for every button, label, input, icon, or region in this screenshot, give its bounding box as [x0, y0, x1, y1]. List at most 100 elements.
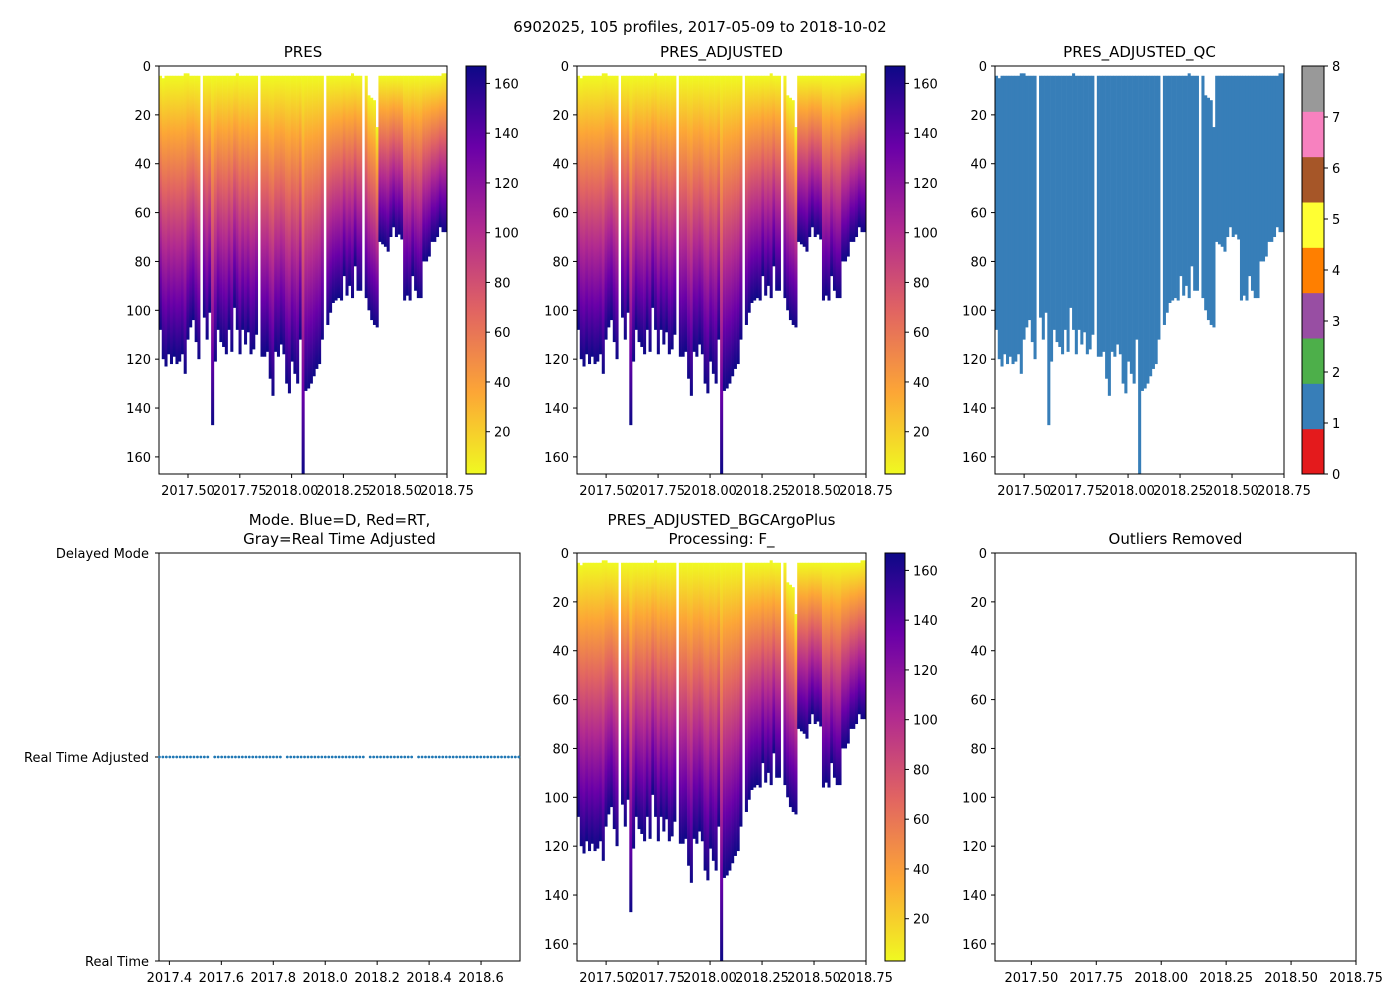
pres-adjusted-profile [582, 75, 586, 367]
pres-adjusted-qc-profiles [995, 73, 1284, 474]
pres-adjusted-qc-profile [1190, 75, 1194, 267]
pres-adjusted-colorbar-label: 140 [913, 127, 938, 142]
pres-profile [414, 75, 418, 291]
pres-adjusted-qc-profile [997, 78, 1001, 360]
mode-point [316, 755, 320, 759]
pres-adjusted-qc-profile [1030, 75, 1034, 343]
pres-bgc-profile [640, 562, 644, 834]
pres-adjusted-ytick-label: 0 [561, 60, 569, 75]
pres-bgc-colorbar-label: 120 [913, 664, 938, 679]
pres-bgc-profile [610, 562, 614, 808]
mode-point [475, 755, 479, 759]
pres-bgc-profile [808, 562, 812, 725]
pres-adjusted-profile [703, 75, 707, 384]
pres-bgc-profile [711, 562, 715, 861]
pres-profile [271, 75, 275, 396]
mode-point [503, 755, 507, 759]
mode-point [517, 755, 521, 759]
pres-profile [304, 75, 308, 391]
pres-profile [241, 75, 245, 330]
pres-adjusted-profile [810, 75, 814, 228]
mode-point [171, 755, 175, 759]
mode-point [168, 755, 172, 759]
pres-bgc-profile [684, 562, 688, 839]
pres-adjusted-profile [761, 75, 765, 277]
pres-colorbar-label: 20 [494, 426, 511, 441]
pres-profile [296, 75, 300, 384]
pres-adjusted-profiles [577, 73, 866, 474]
pres-adjusted-qc-profile [1245, 75, 1249, 301]
outliers-ytick-label: 120 [962, 840, 987, 855]
pres-adjusted-qc-ytick-label: 160 [962, 451, 987, 466]
pres-profile [392, 75, 396, 228]
pres-bgc-profile [585, 562, 589, 842]
pres-adjusted-qc-profile [1083, 75, 1087, 333]
pres-profile [246, 75, 250, 333]
pres-xtick-label: 2017.50 [161, 484, 215, 499]
pres-profile [329, 75, 333, 313]
pres-adjusted-colorbar-label: 160 [913, 77, 938, 92]
pres-adjusted-profile [769, 73, 773, 299]
pres-adjusted-qc-profile [1129, 75, 1133, 374]
pres-bgc-profile [813, 562, 817, 725]
pres-adjusted-profile [673, 75, 677, 335]
pres-bgc-profile [821, 562, 826, 788]
mode-point [469, 755, 472, 759]
mode-point [354, 755, 358, 759]
pres-adjusted-profile [736, 75, 740, 365]
pres-profile [222, 75, 226, 347]
pres-adjusted-qc-profile [1096, 75, 1100, 357]
pres-adjusted-qc-colorbar-segment [1302, 66, 1324, 112]
pres-bgc-profile [623, 562, 627, 827]
pres-profile [290, 75, 294, 362]
pres-adjusted-profile [849, 75, 853, 242]
suptitle: 6902025, 105 profiles, 2017-05-09 to 201… [513, 18, 886, 36]
pres-adjusted-qc-profile [1278, 73, 1282, 233]
pres-profile [331, 75, 335, 303]
pres-profile [285, 75, 289, 384]
pres-adjusted-profile [758, 75, 762, 301]
pres-adjusted-qc-xtick-label: 2017.50 [997, 484, 1051, 499]
pres-profile [233, 75, 237, 308]
pres-adjusted-qc-colorbar-label: 8 [1332, 60, 1340, 75]
pres-adjusted-profile [846, 75, 850, 257]
outliers-xtick-label: 2018.00 [1134, 971, 1188, 986]
outliers-ytick-label: 160 [962, 938, 987, 953]
mode-ytick-label: Delayed Mode [56, 547, 149, 562]
pres-ytick-label: 100 [126, 304, 151, 319]
pres-adjusted-qc-colorbar-label: 3 [1332, 315, 1340, 330]
pres-profile [375, 127, 379, 328]
mode-point [292, 755, 296, 759]
pres-adjusted-profile [819, 75, 823, 240]
pres-adjusted-qc-profile [1003, 75, 1007, 355]
pres-adjusted-qc-profile [1157, 75, 1161, 340]
pres-adjusted-qc-profile [1143, 75, 1147, 389]
pres-profiles [159, 73, 447, 474]
mode-point [403, 755, 407, 759]
pres-adjusted-profile [687, 75, 691, 379]
pres-adjusted-qc-ytick-label: 20 [970, 109, 987, 124]
mode-point [486, 755, 490, 759]
pres-adjusted-qc-profile [1044, 75, 1048, 313]
mode-point [254, 755, 258, 759]
pres-profile [386, 75, 390, 252]
pres-profile [274, 75, 278, 352]
pres-adjusted-ytick-label: 80 [552, 255, 569, 270]
pres-adjusted-qc-profile [1193, 75, 1197, 291]
pres-adjusted-profile [692, 75, 696, 352]
pres-profile [189, 75, 193, 328]
pres-profile [227, 75, 231, 330]
pres-adjusted-colorbar-label: 120 [913, 177, 938, 192]
pres-panel: 0204060801001201401602017.502017.752018.… [126, 43, 519, 499]
pres-bgc-profile [852, 562, 856, 729]
pres-adjusted-qc-colorbar-segment [1302, 111, 1324, 158]
mode-title-line: Mode. Blue=D, Red=RT, [249, 511, 431, 529]
pres-adjusted-profile [626, 75, 630, 313]
pres-adjusted-qc-profile [1239, 75, 1244, 301]
pres-adjusted-qc-colorbar-segment [1302, 428, 1324, 475]
pres-adjusted-qc-profile [1033, 75, 1037, 360]
mode-point [244, 755, 248, 759]
mode-ytick-label: Real Time Adjusted [24, 751, 149, 766]
pres-adjusted-qc-colorbar-segment [1302, 292, 1324, 339]
mode-point [216, 755, 220, 759]
